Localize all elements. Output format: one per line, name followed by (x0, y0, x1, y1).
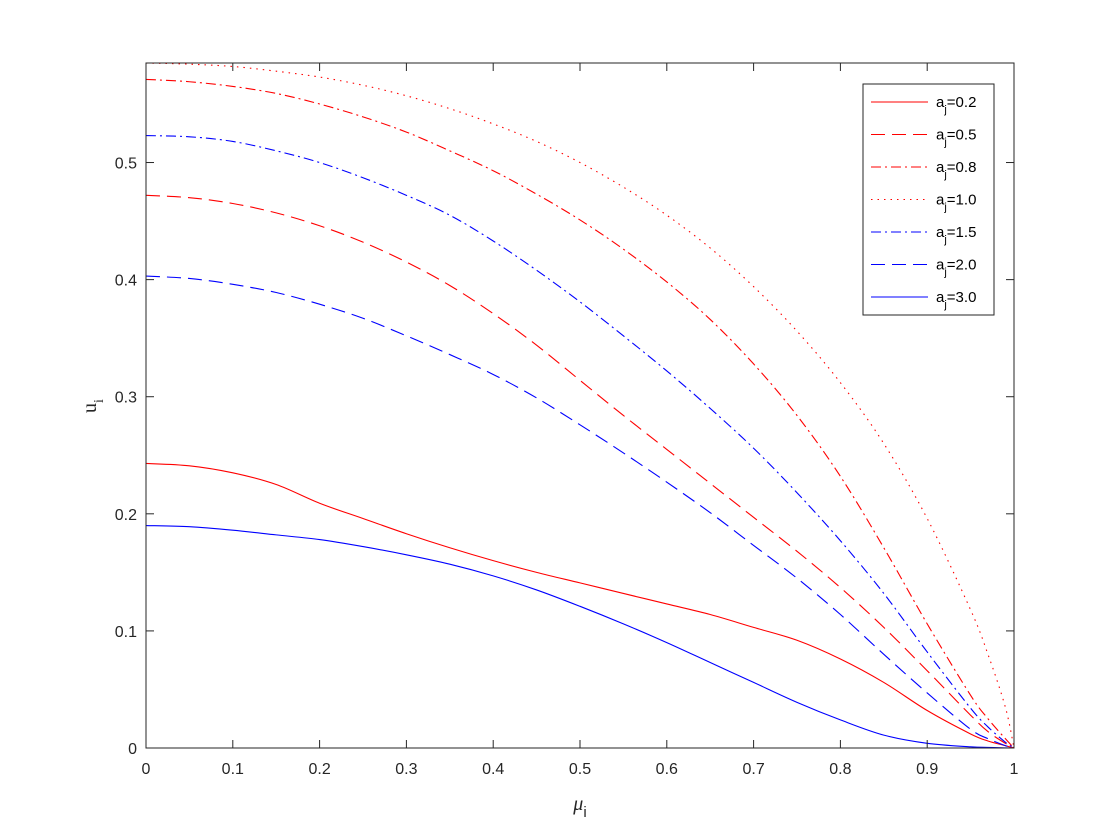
series-line-1 (145, 462, 1015, 749)
x-tick-label: 0.3 (395, 761, 417, 778)
legend-label-value: =0.2 (947, 94, 977, 111)
x-tick-label: 1 (1010, 761, 1019, 778)
series-line-2 (145, 194, 1015, 749)
legend-label-value: =1.5 (947, 224, 977, 241)
x-tick-label: 0.4 (482, 761, 504, 778)
legend-label-subscript: j (943, 104, 946, 116)
series-line-6 (145, 275, 1015, 749)
legend-label-subscript: j (943, 299, 946, 311)
legend-label-value: =0.8 (947, 159, 977, 176)
legend-label: aj=1.5 (936, 224, 976, 246)
y-tick-label: 0.5 (115, 156, 137, 173)
y-axis-label-main: u (79, 403, 101, 413)
y-tick-label: 0 (128, 741, 137, 758)
x-tick-label: 0.8 (829, 761, 851, 778)
y-tick-label: 0.4 (115, 273, 137, 290)
legend-label: aj=0.5 (936, 127, 976, 149)
series-line-7 (145, 524, 1015, 749)
legend-label: aj=0.2 (936, 94, 976, 116)
y-axis-label-subscript: i (92, 399, 107, 403)
legend-label: aj=1.0 (936, 192, 976, 214)
y-axis: 0 0.1 0.2 0.3 0.4 0.5 (115, 156, 1014, 758)
legend-label-main: a (936, 289, 945, 306)
x-axis: 0 0.1 0.2 0.3 0.4 0.5 0.6 0.7 0.8 0.9 1 (142, 63, 1019, 778)
legend-label: aj=2.0 (936, 257, 976, 279)
legend-label-subscript: j (943, 169, 946, 181)
y-tick-label: 0.1 (115, 624, 137, 641)
legend-label-main: a (936, 224, 945, 241)
legend-label-value: =0.5 (947, 127, 977, 144)
legend: aj=0.2aj=0.5aj=0.8aj=1.0aj=1.5aj=2.0aj=3… (862, 83, 995, 316)
y-tick-label: 0.3 (115, 390, 137, 407)
legend-label-main: a (936, 127, 945, 144)
legend-label-subscript: j (943, 137, 946, 149)
x-axis-label-main: μ (572, 793, 583, 815)
legend-label-main: a (936, 192, 945, 209)
series-line-3 (145, 78, 1015, 749)
legend-label-main: a (936, 159, 945, 176)
legend-label-value: =3.0 (947, 289, 977, 306)
legend-label-subscript: j (943, 267, 946, 279)
legend-label: aj=0.8 (936, 159, 976, 181)
x-tick-label: 0.7 (742, 761, 764, 778)
legend-entries: aj=0.2aj=0.5aj=0.8aj=1.0aj=1.5aj=2.0aj=3… (871, 94, 976, 311)
legend-label-value: =2.0 (947, 257, 977, 274)
legend-label-value: =1.0 (947, 192, 977, 209)
y-axis-label: ui (79, 399, 107, 413)
legend-label-subscript: j (943, 202, 946, 214)
legend-label-subscript: j (943, 234, 946, 246)
series-line-5 (145, 135, 1015, 749)
x-tick-label: 0.1 (222, 761, 244, 778)
x-tick-label: 0 (142, 761, 151, 778)
x-axis-label: μi (572, 793, 586, 821)
x-tick-label: 0.5 (569, 761, 591, 778)
y-tick-label: 0.2 (115, 507, 137, 524)
x-tick-label: 0.9 (916, 761, 938, 778)
series-layer (145, 62, 1015, 749)
x-tick-label: 0.6 (656, 761, 678, 778)
legend-label-main: a (936, 94, 945, 111)
x-axis-label-subscript: i (583, 804, 586, 821)
legend-label-main: a (936, 257, 945, 274)
legend-label: aj=3.0 (936, 289, 976, 311)
x-tick-label: 0.2 (308, 761, 330, 778)
